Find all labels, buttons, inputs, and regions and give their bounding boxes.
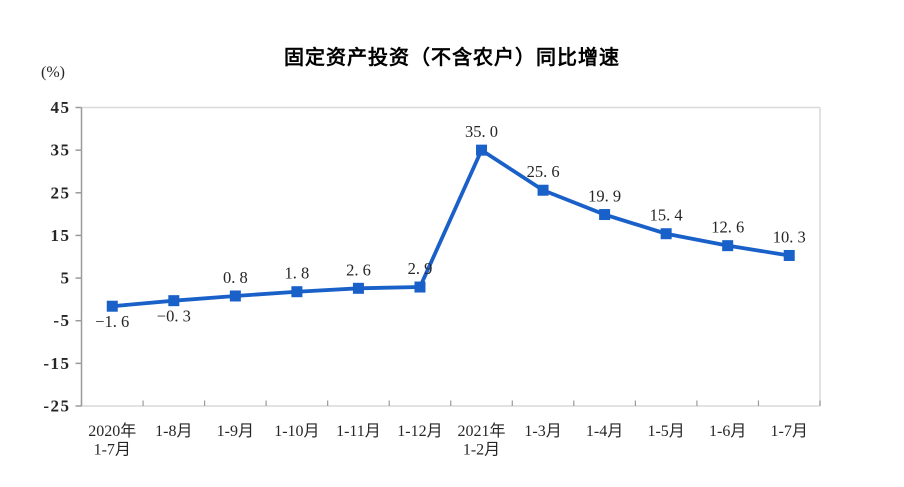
x-axis-category-label: 1-6月 [709,423,746,440]
data-point-marker [722,240,734,252]
y-axis-unit-label: (%) [41,64,65,81]
y-axis-tick-label: 45 [51,98,71,117]
y-axis-tick-label: 15 [51,226,71,245]
data-point-marker [352,282,364,294]
data-point-label: 25. 6 [527,162,560,181]
data-point-marker [229,290,241,302]
x-axis-category-label: 1-5月 [647,423,684,440]
x-axis-category-label: 1-11月 [336,423,381,440]
y-axis-tick-label: -15 [43,354,70,373]
data-point-label: 2. 6 [346,260,371,279]
data-point-label: 1. 8 [285,264,310,283]
data-point-marker [291,286,303,298]
data-point-label: 19. 9 [588,187,621,206]
y-axis-tick-label: 25 [51,183,71,202]
data-point-label: −0. 3 [157,307,191,326]
data-point-label: 2. 9 [408,259,433,278]
data-point-label: 0. 8 [223,268,248,287]
data-point-marker [168,295,180,307]
data-point-label: 35. 0 [465,122,498,141]
y-axis-tick-label: 35 [51,141,71,160]
data-point-marker [537,184,549,196]
y-axis-tick-label: -25 [43,397,70,416]
data-point-label: 10. 3 [773,227,806,246]
y-axis-tick-label: 5 [61,269,71,288]
x-axis-category-label: 2020年 [88,422,136,440]
data-point-marker [660,228,672,240]
x-axis-category-label: 1-4月 [586,423,623,440]
chart-title: 固定资产投资（不含农户）同比增速 [284,47,620,69]
data-point-marker [414,281,426,293]
x-axis-category-label: 1-12月 [397,423,442,440]
data-point-marker [106,300,118,312]
x-axis-category-label: 1-10月 [274,423,319,440]
x-axis-category-label: 1-2月 [463,442,500,459]
data-point-marker [599,209,611,221]
x-axis-category-label: 1-7月 [94,442,131,459]
x-axis-category-label: 1-7月 [771,423,808,440]
data-point-label: 15. 4 [650,206,683,225]
data-point-marker [783,249,795,261]
data-line [112,147,790,309]
x-axis-category-label: 1-3月 [524,423,561,440]
x-axis-category-label: 1-8月 [155,423,192,440]
data-point-label: −1. 6 [95,312,129,331]
y-axis-tick-label: -5 [53,311,70,330]
data-point-marker [476,144,488,156]
x-axis-category-label: 1-9月 [217,423,254,440]
x-axis-category-label: 2021年 [458,422,506,440]
data-point-label: 12. 6 [711,218,744,237]
